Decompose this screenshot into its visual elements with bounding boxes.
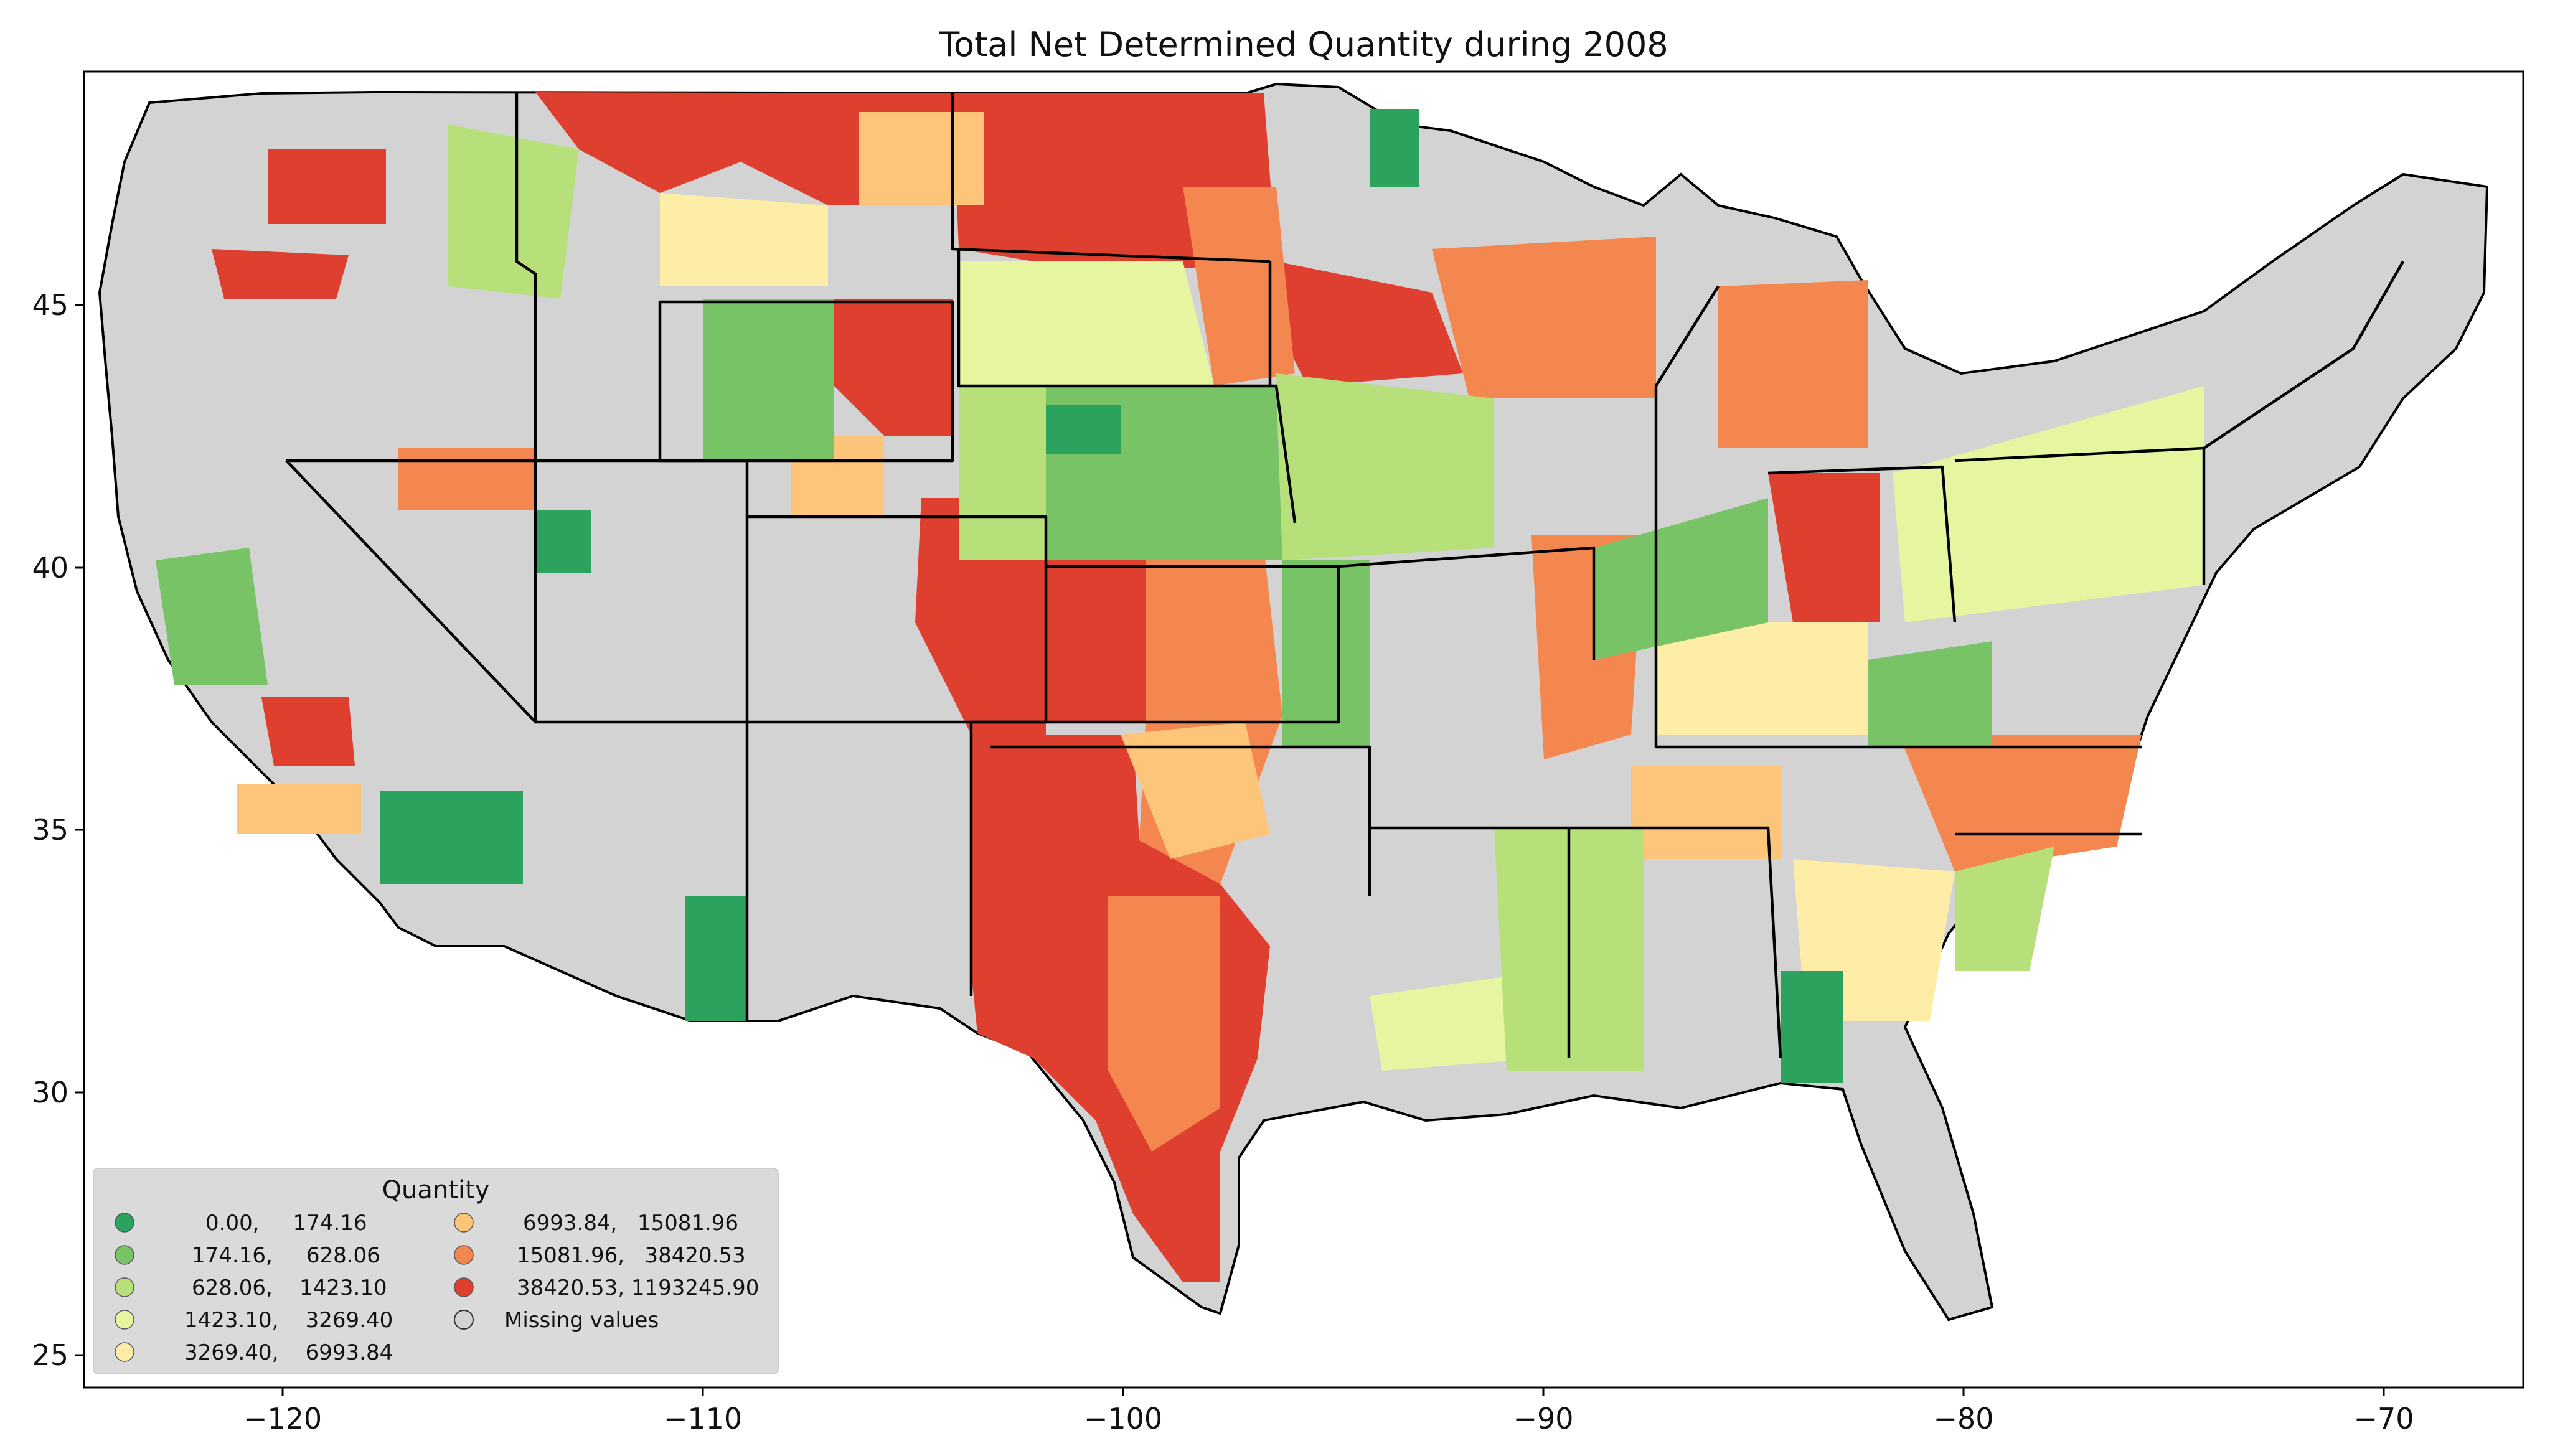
region-class-7 [1899, 735, 2142, 871]
axes-frame [83, 70, 2524, 1389]
region-class-1 [1046, 405, 1121, 454]
y-tick-label: 40 [32, 551, 68, 585]
region-class-2 [156, 548, 268, 685]
legend-label: 15081.96, 38420.53 [517, 1243, 746, 1268]
region-class-3 [448, 124, 579, 299]
region-class-5 [660, 193, 828, 286]
legend-label: 628.06, 1423.10 [192, 1275, 387, 1300]
legend-title: Quantity [382, 1176, 490, 1205]
y-axis: 45 40 35 30 25 [32, 288, 84, 1372]
region-class-8 [261, 697, 355, 766]
x-tick-label: −80 [1933, 1402, 1993, 1435]
region-class-1 [535, 510, 591, 573]
region-class-1 [380, 791, 523, 884]
legend-label: Missing values [504, 1308, 659, 1333]
region-class-1 [1781, 971, 1843, 1083]
region-class-3 [959, 386, 1046, 560]
region-class-2 [1282, 560, 1370, 747]
x-tick-label: −120 [243, 1402, 322, 1435]
region-class-6 [1121, 722, 1270, 859]
region-class-7 [1718, 280, 1868, 448]
region-class-3 [1955, 847, 2054, 971]
x-tick-label: −90 [1513, 1402, 1573, 1435]
legend-label: 3269.40, 6993.84 [184, 1340, 393, 1365]
map-area [98, 82, 2489, 1322]
region-class-7 [1432, 237, 1656, 398]
y-tick-label: 30 [32, 1076, 68, 1109]
legend-swatch [115, 1310, 134, 1330]
region-class-2 [1594, 498, 1768, 660]
legend-swatch [454, 1213, 474, 1233]
region-class-4 [959, 261, 1214, 386]
region-class-6 [1631, 766, 1781, 859]
legend-swatch-missing [454, 1310, 474, 1330]
region-class-8 [212, 249, 349, 299]
legend-swatch [454, 1245, 474, 1265]
y-tick-label: 45 [32, 288, 68, 322]
region-class-3 [1276, 373, 1494, 560]
legend-swatch [115, 1245, 134, 1265]
x-axis: −120 −110 −100 −90 −80 −70 [243, 1388, 2414, 1435]
legend-box [93, 1168, 779, 1374]
legend: Quantity 0.00, 174.16 174.16, 628.06 628… [93, 1168, 779, 1374]
region-class-6 [859, 112, 984, 205]
region-class-7 [1183, 187, 1295, 386]
region-class-8 [1276, 261, 1463, 386]
region-class-8 [1046, 560, 1146, 722]
y-tick-label: 35 [32, 813, 68, 847]
region-class-1 [685, 896, 747, 1021]
region-class-8 [535, 92, 959, 205]
region-class-7 [1108, 896, 1220, 1152]
region-class-8 [1768, 473, 1880, 622]
legend-label: 1423.10, 3269.40 [184, 1308, 393, 1333]
legend-label: 174.16, 628.06 [192, 1243, 380, 1268]
region-class-1 [1370, 109, 1419, 187]
legend-label: 38420.53, 1193245.90 [517, 1275, 759, 1300]
y-tick-label: 25 [32, 1338, 68, 1372]
legend-swatch [454, 1277, 474, 1297]
map-title: Total Net Determined Quantity during 200… [938, 25, 1668, 64]
region-class-6 [237, 784, 361, 834]
region-class-4 [1893, 386, 2204, 622]
x-tick-label: −110 [664, 1402, 742, 1435]
legend-swatch [115, 1213, 134, 1233]
region-class-8 [834, 299, 953, 436]
region-class-8 [268, 149, 386, 224]
region-class-2 [1868, 641, 1992, 747]
region-class-4 [1370, 971, 1544, 1071]
legend-label: 0.00, 174.16 [205, 1211, 367, 1236]
region-class-7 [398, 448, 535, 510]
legend-label: 6993.84, 15081.96 [523, 1211, 738, 1236]
x-tick-label: −100 [1084, 1402, 1162, 1435]
state-borders [285, 92, 2404, 1059]
x-tick-label: −70 [2353, 1402, 2414, 1435]
region-class-2 [703, 299, 834, 461]
region-class-5 [1656, 622, 1868, 735]
legend-swatch [115, 1342, 134, 1362]
legend-swatch [115, 1277, 134, 1297]
